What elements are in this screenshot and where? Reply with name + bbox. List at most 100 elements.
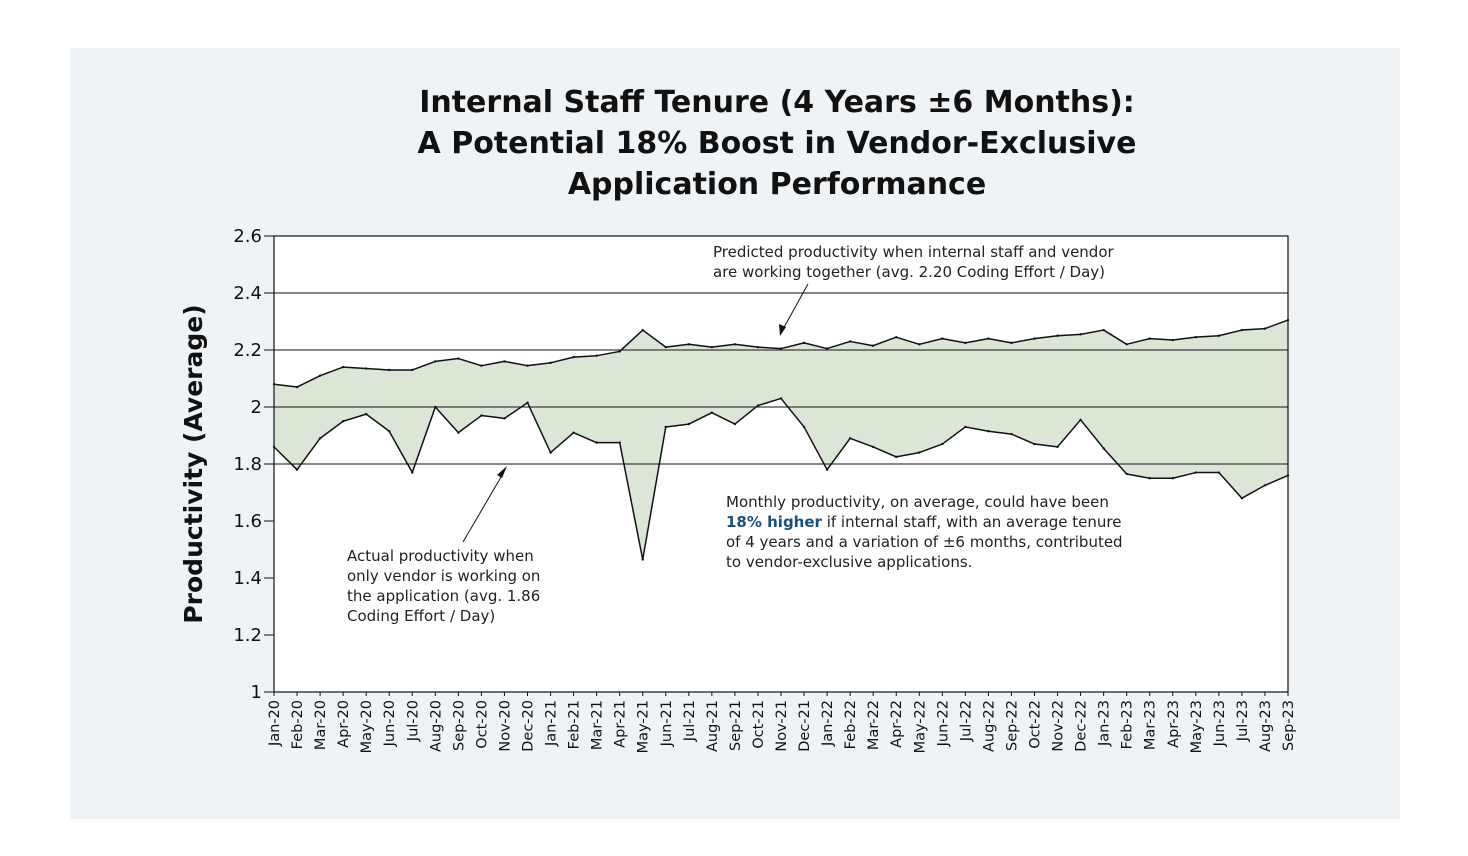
y-tick-label: 2.2	[233, 340, 262, 361]
y-tick-label: 1.4	[233, 568, 262, 589]
predicted-point-May-20	[364, 367, 368, 370]
series-layer	[272, 318, 1290, 561]
x-tick-label: Jul-23	[1235, 700, 1251, 742]
predicted-point-Feb-20	[295, 385, 299, 389]
x-tick-label: Jan-22	[820, 700, 836, 747]
actual-point-Apr-21	[618, 441, 621, 444]
predicted-point-May-21	[641, 328, 644, 332]
x-tick-label: Apr-20	[336, 700, 352, 748]
gridline-layer	[274, 292, 1288, 465]
annotation-predicted-arrow	[781, 283, 809, 332]
x-tick-label: May-20	[359, 700, 375, 753]
band-area	[274, 320, 1288, 560]
predicted-point-Apr-22	[895, 335, 898, 339]
x-tick-label: Nov-22	[1051, 700, 1067, 752]
annotation-summary: Monthly productivity, on average, could …	[726, 493, 1127, 571]
actual-point-Jun-20	[388, 430, 391, 433]
annotation-actual-line-3: the application (avg. 1.86	[347, 587, 540, 605]
annotation-actual: Actual productivity when only vendor is …	[347, 547, 545, 625]
x-tick-label: Feb-23	[1120, 700, 1136, 749]
predicted-point-Jun-23	[1217, 334, 1221, 337]
actual-point-Jan-22	[825, 468, 829, 471]
x-tick-label: Aug-22	[981, 700, 997, 752]
x-tick-label: Dec-22	[1074, 700, 1090, 752]
actual-point-Jun-23	[1217, 471, 1221, 474]
x-tick-label: Mar-21	[590, 700, 606, 750]
predicted-point-Dec-20	[526, 364, 529, 367]
predicted-point-Jul-23	[1240, 328, 1244, 332]
predicted-point-Jan-21	[549, 361, 552, 365]
chart-title-line-1: Internal Staff Tenure (4 Years ±6 Months…	[419, 85, 1135, 120]
actual-point-May-23	[1194, 471, 1198, 474]
y-tick-label: 1	[251, 682, 262, 703]
actual-point-May-22	[918, 451, 921, 454]
x-tick-label: Feb-21	[567, 700, 583, 749]
predicted-point-Jun-20	[388, 368, 391, 372]
actual-point-Jul-22	[964, 425, 967, 429]
actual-point-Sep-22	[1010, 432, 1013, 436]
x-tick-label: Sep-21	[728, 700, 744, 751]
actual-point-Dec-21	[802, 425, 806, 429]
x-tick-label: Oct-22	[1028, 700, 1044, 749]
actual-point-Aug-20	[434, 405, 437, 409]
predicted-point-Apr-23	[1171, 338, 1174, 342]
predicted-point-Jul-22	[964, 341, 967, 345]
predicted-point-May-22	[918, 343, 921, 346]
actual-point-Aug-22	[987, 430, 990, 433]
chart-panel: Internal Staff Tenure (4 Years ±6 Months…	[70, 48, 1400, 819]
actual-point-Feb-23	[1125, 472, 1128, 476]
actual-point-Jul-23	[1240, 497, 1244, 500]
predicted-point-Feb-23	[1125, 343, 1128, 346]
chart-title-line-3: Application Performance	[568, 167, 986, 202]
predicted-point-Mar-23	[1148, 337, 1151, 340]
predicted-point-Aug-20	[434, 360, 437, 363]
actual-point-May-21	[641, 558, 644, 561]
x-tick-label: May-21	[636, 700, 652, 753]
x-tick-label: Oct-21	[751, 700, 767, 749]
predicted-point-Sep-22	[1010, 341, 1013, 345]
predicted-point-Nov-20	[503, 360, 506, 363]
annotation-summary-line-3: of 4 years and a variation of ±6 months,…	[726, 533, 1123, 551]
predicted-point-Jan-22	[825, 347, 829, 350]
x-tick-label: Feb-20	[290, 700, 306, 749]
x-tick-label: Jun-23	[1212, 700, 1228, 747]
annotation-predicted-line-2: are working together (avg. 2.20 Coding E…	[713, 263, 1105, 281]
actual-point-Apr-20	[341, 420, 345, 423]
actual-point-Nov-20	[503, 417, 506, 420]
y-axis-label: Productivity (Average)	[179, 304, 208, 623]
x-tick-label: Jan-21	[544, 700, 560, 747]
annotation-summary-highlight: 18% higher	[726, 513, 823, 531]
actual-point-Apr-23	[1171, 477, 1174, 480]
x-tick-label: Mar-23	[1143, 700, 1159, 750]
actual-point-Jun-21	[664, 425, 667, 429]
actual-point-Oct-20	[480, 414, 483, 417]
actual-point-Nov-21	[779, 397, 783, 400]
x-tick-label: Jan-23	[1097, 700, 1113, 747]
actual-point-Dec-20	[526, 401, 529, 404]
x-axis-ticks: Jan-20 Feb-20 Mar-20 Apr-20 May-20 Jun-20 Jul-…	[267, 692, 1297, 753]
x-tick-label: Jun-20	[382, 700, 398, 747]
x-tick-label: Jul-20	[405, 700, 421, 742]
x-tick-label: Nov-21	[774, 700, 790, 752]
actual-point-Sep-21	[733, 422, 737, 426]
x-tick-label: Dec-21	[797, 700, 813, 752]
x-tick-label: May-22	[912, 700, 928, 753]
x-tick-label: Apr-22	[889, 700, 905, 748]
actual-point-Jun-22	[941, 442, 944, 446]
actual-point-Mar-21	[595, 441, 598, 444]
predicted-point-Feb-22	[848, 340, 852, 343]
actual-point-Apr-22	[895, 455, 898, 459]
annotation-predicted-line-1: Predicted productivity when internal sta…	[713, 243, 1115, 261]
x-tick-label: Sep-22	[1004, 700, 1020, 751]
predicted-point-Mar-21	[595, 354, 598, 357]
predicted-point-Oct-22	[1033, 337, 1036, 340]
y-tick-label: 2	[251, 397, 262, 418]
predicted-point-Sep-21	[733, 343, 737, 346]
predicted-point-Feb-21	[572, 355, 575, 359]
annotation-actual-line-2: only vendor is working on	[347, 567, 540, 585]
actual-point-Mar-23	[1148, 477, 1151, 480]
actual-point-Feb-20	[295, 468, 299, 471]
predicted-point-Jun-22	[941, 337, 944, 340]
band-layer	[274, 320, 1288, 560]
actual-point-Mar-22	[871, 445, 875, 449]
